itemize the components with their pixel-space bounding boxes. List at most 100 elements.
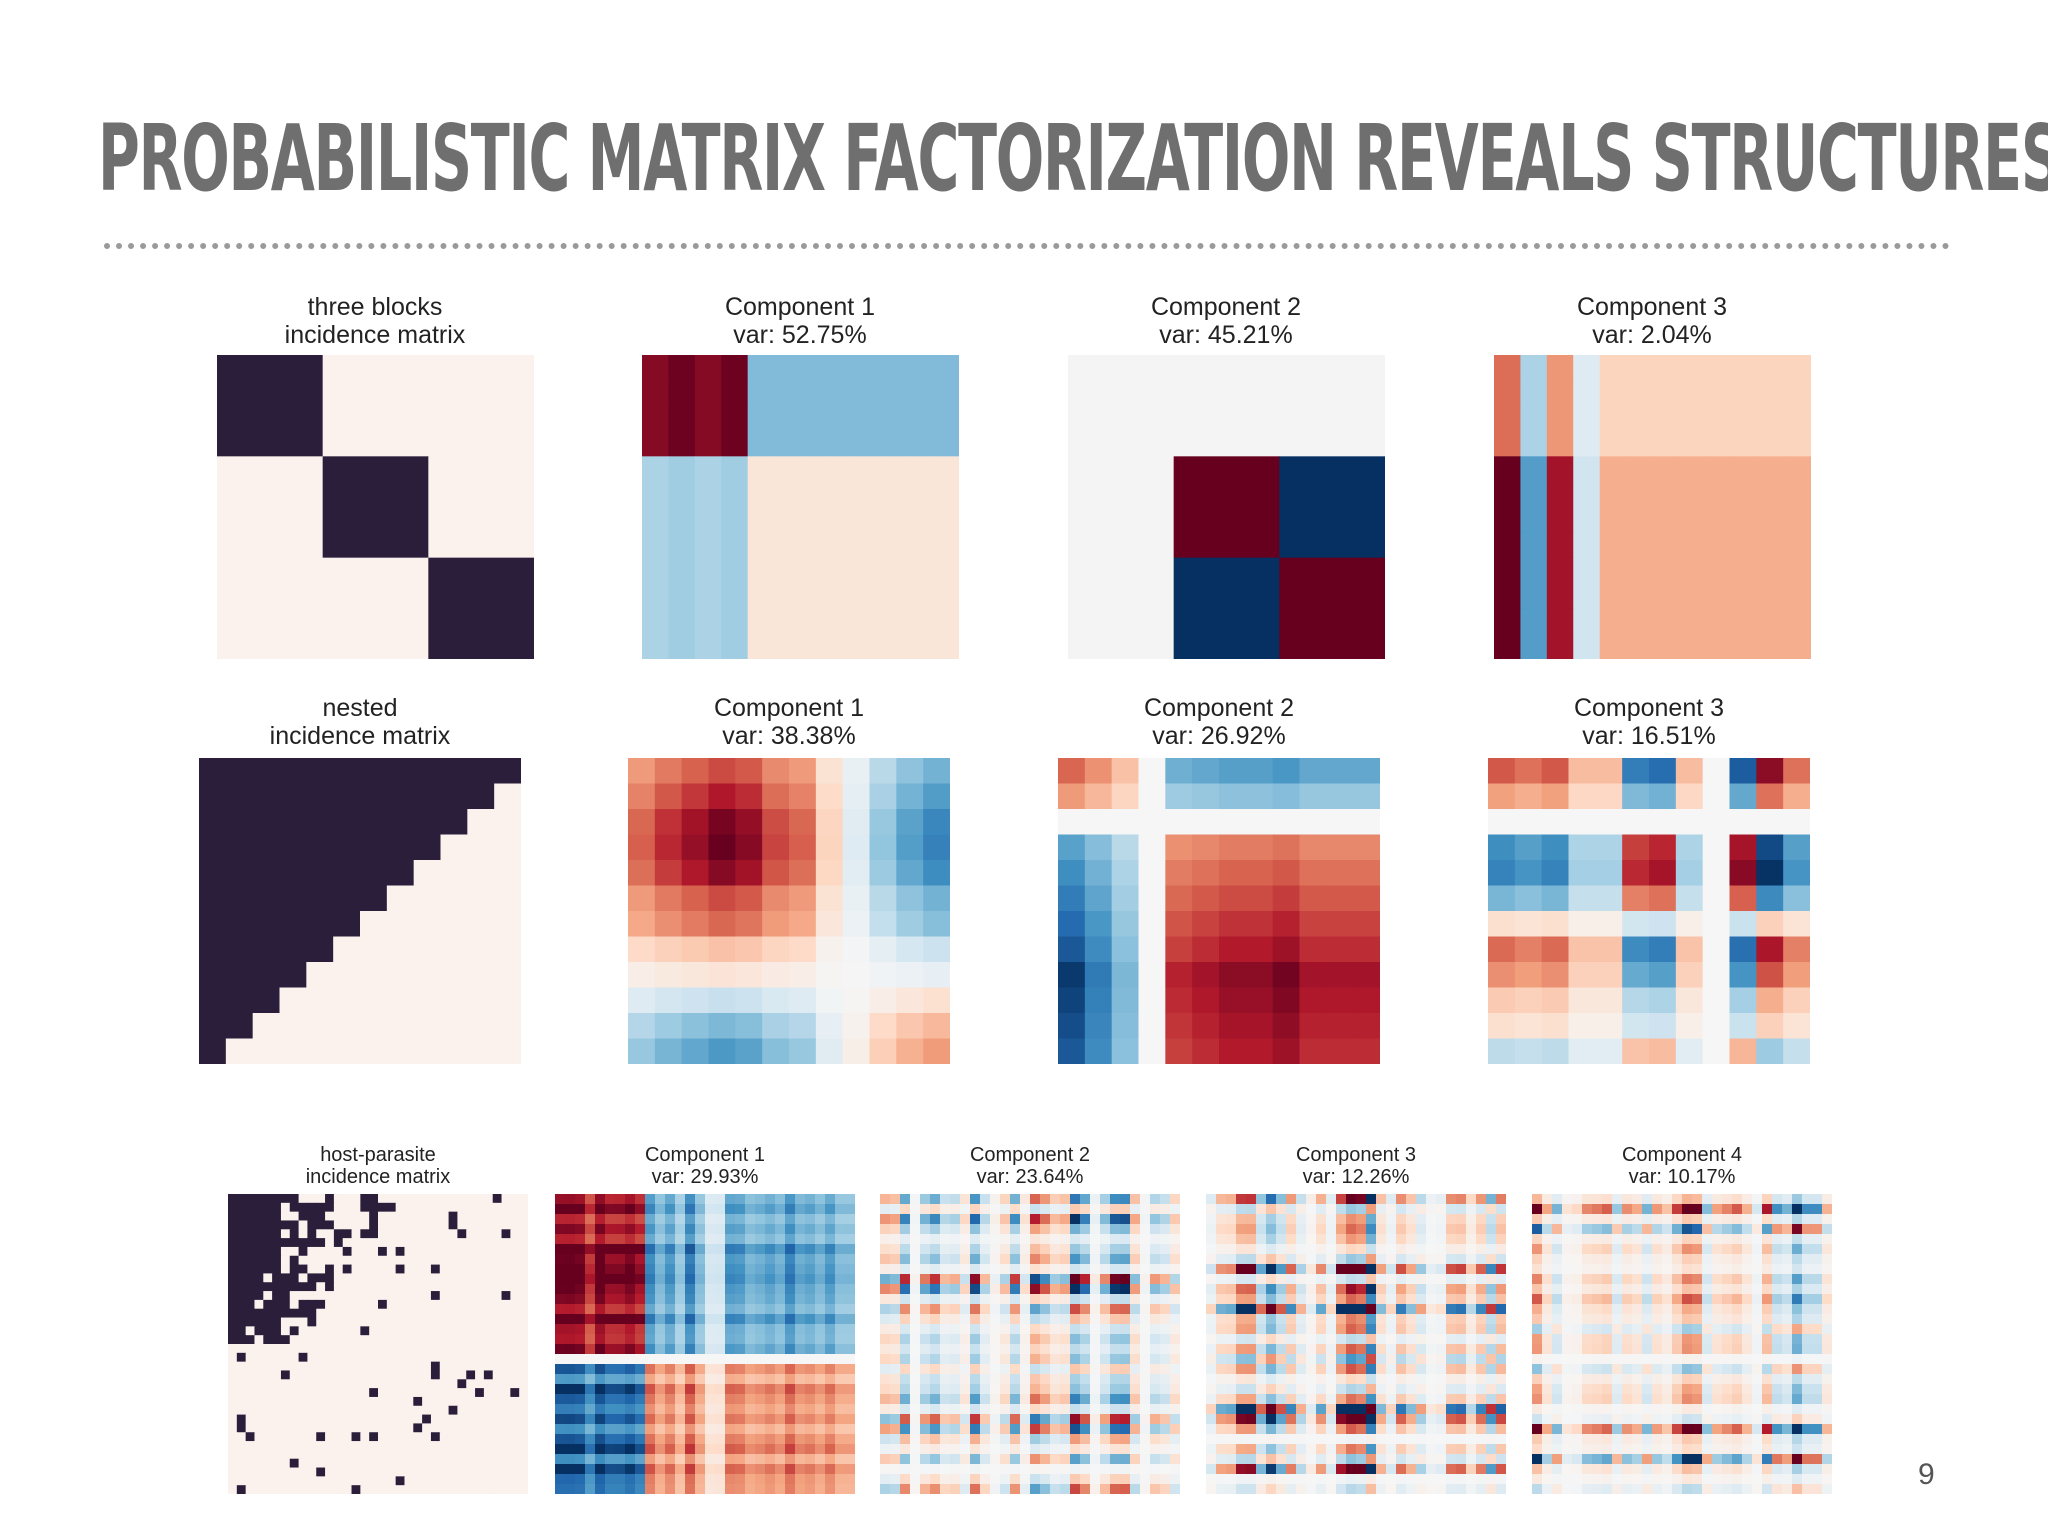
heatmap-cell: [842, 783, 871, 810]
heatmap-cell: [1084, 860, 1113, 887]
heatmap-cell: [1000, 1254, 1011, 1265]
heatmap-cell: [245, 1388, 256, 1398]
heatmap-cell: [1316, 1314, 1327, 1325]
heatmap-cell: [236, 1405, 247, 1416]
heatmap-cell: [940, 1244, 951, 1255]
heatmap-cell: [325, 1396, 335, 1407]
heatmap-cell: [316, 1432, 326, 1442]
heatmap-cell: [1436, 1374, 1447, 1385]
heatmap-cell: [430, 1379, 441, 1389]
heatmap-cell: [555, 1414, 566, 1425]
panel-title-line1: Component 2: [1143, 694, 1295, 722]
heatmap-cell: [404, 1299, 414, 1310]
heatmap-cell: [842, 987, 871, 1014]
heatmap-cell: [510, 1308, 520, 1319]
heatmap-cell: [475, 1396, 485, 1407]
heatmap-cell: [555, 1214, 566, 1225]
heatmap-cell: [492, 1255, 503, 1266]
heatmap-cell: [1060, 1344, 1071, 1355]
heatmap-cell: [1729, 809, 1757, 836]
heatmap-cell: [1416, 1324, 1427, 1335]
heatmap-cell: [615, 1204, 626, 1215]
heatmap-cell: [307, 1264, 317, 1275]
heatmap-cell: [565, 1334, 576, 1345]
heatmap-cell: [501, 1246, 511, 1257]
heatmap-cell: [1020, 1354, 1031, 1365]
heatmap-cell: [1376, 1274, 1387, 1285]
heatmap-cell: [1326, 1284, 1337, 1295]
heatmap-cell: [1256, 1334, 1267, 1345]
heatmap-cell: [815, 987, 844, 1014]
heatmap-cell: [386, 1291, 397, 1301]
heatmap-cell: [1296, 1454, 1307, 1465]
heatmap-cell: [519, 1361, 528, 1372]
heatmap-cell: [519, 1194, 528, 1204]
heatmap-cell: [1090, 1374, 1101, 1385]
heatmap-cell: [765, 1364, 776, 1375]
heatmap-cell: [1236, 1384, 1247, 1395]
heatmap-cell: [595, 1354, 606, 1365]
heatmap-cell: [404, 1379, 414, 1389]
heatmap-cell: [595, 1414, 606, 1425]
heatmap-cell: [1466, 1254, 1477, 1265]
heatmap-cell: [280, 1379, 291, 1389]
heatmap-cell: [1652, 507, 1680, 533]
heatmap-cell: [333, 1449, 344, 1460]
heatmap-cell: [263, 1255, 273, 1266]
heatmap-cell: [439, 1361, 450, 1372]
heatmap-cell: [845, 1364, 855, 1375]
heatmap-cell: [351, 1238, 361, 1248]
heatmap-cell: [1130, 1304, 1141, 1315]
heatmap-cell: [351, 1273, 361, 1283]
heatmap-cell: [655, 1204, 666, 1215]
heatmap-cell: [1130, 1404, 1141, 1415]
heatmap-cell: [900, 1194, 911, 1205]
heatmap-cell: [1226, 1264, 1237, 1275]
heatmap-cell: [789, 885, 817, 912]
heatmap-cell: [501, 1202, 511, 1213]
heatmap-cell: [675, 1304, 686, 1315]
heatmap-cell: [1306, 1444, 1317, 1455]
heatmap-cell: [307, 1414, 317, 1425]
heatmap-cell: [1514, 783, 1543, 810]
heatmap-cell: [263, 1246, 273, 1257]
heatmap-cell: [404, 1370, 414, 1380]
heatmap-cell: [1675, 783, 1704, 810]
heatmap-cell: [625, 1464, 636, 1475]
heatmap-cell: [254, 1476, 264, 1486]
heatmap-cell: [254, 1485, 264, 1494]
heatmap-cell: [245, 1238, 256, 1248]
heatmap-cell: [1446, 1244, 1457, 1255]
heatmap-cell: [853, 583, 881, 609]
heatmap-cell: [695, 1314, 706, 1325]
heatmap-cell: [510, 1352, 520, 1363]
heatmap-cell: [342, 1282, 353, 1292]
heatmap-cell: [467, 885, 495, 912]
heatmap-cell: [575, 1284, 586, 1295]
heatmap-cell: [555, 1354, 566, 1365]
heatmap-cell: [342, 1414, 353, 1425]
heatmap-cell: [1386, 1264, 1397, 1275]
heatmap-cell: [1568, 758, 1596, 785]
heatmap-cell: [1030, 1354, 1041, 1365]
heatmap-cell: [1466, 1484, 1477, 1494]
heatmap-cell: [665, 1324, 676, 1335]
heatmap-cell: [1276, 1384, 1287, 1395]
heatmap-cell: [1000, 1304, 1011, 1315]
heatmap-cell: [805, 1444, 816, 1455]
heatmap-cell: [1138, 783, 1166, 810]
heatmap-cell: [360, 1194, 370, 1204]
heatmap-cell: [298, 1211, 309, 1222]
heatmap-cell: [1160, 1324, 1171, 1335]
heatmap-cell: [1416, 1344, 1427, 1355]
heatmap-cell: [625, 1244, 636, 1255]
heatmap-cell: [1060, 1284, 1071, 1295]
heatmap-cell: [1756, 783, 1784, 810]
heatmap-cell: [1426, 1264, 1437, 1275]
heatmap-cell: [1346, 1244, 1357, 1255]
heatmap-cell: [1276, 1294, 1287, 1305]
heatmap-cell: [1552, 1194, 1563, 1205]
heatmap-cell: [1020, 1374, 1031, 1385]
heatmap-cell: [1622, 860, 1650, 887]
heatmap-cell: [1784, 355, 1811, 381]
